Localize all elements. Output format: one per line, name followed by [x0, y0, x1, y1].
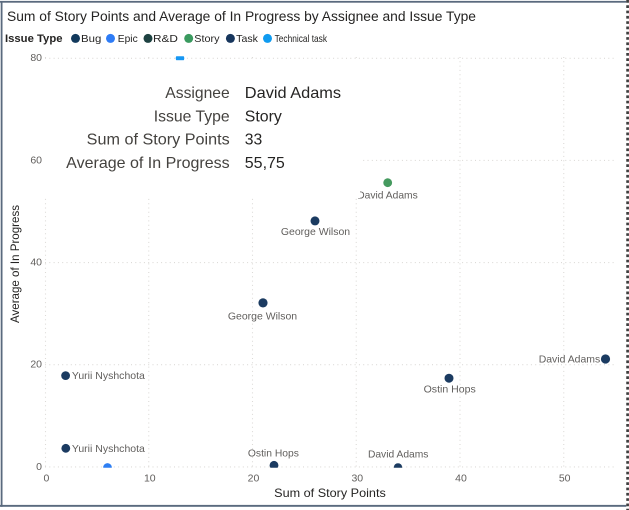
- svg-text:50: 50: [559, 472, 571, 484]
- svg-text:0: 0: [36, 461, 42, 473]
- svg-text:55,75: 55,75: [245, 155, 285, 172]
- svg-text:33: 33: [245, 132, 263, 149]
- svg-text:30: 30: [351, 472, 363, 484]
- svg-text:George Wilson: George Wilson: [281, 226, 350, 238]
- svg-text:40: 40: [455, 472, 467, 484]
- svg-text:Issue Type: Issue Type: [5, 33, 63, 45]
- svg-text:0: 0: [43, 472, 49, 484]
- svg-text:Yurii Nyshchota: Yurii Nyshchota: [72, 443, 145, 455]
- svg-text:60: 60: [30, 154, 42, 166]
- svg-text:Sum of Story Points and Averag: Sum of Story Points and Average of In Pr…: [7, 9, 476, 24]
- svg-text:David Adams: David Adams: [368, 448, 429, 460]
- svg-text:Yurii Nyshchota: Yurii Nyshchota: [72, 370, 145, 382]
- svg-text:David Adams: David Adams: [539, 354, 601, 366]
- svg-text:David Adams: David Adams: [245, 85, 341, 102]
- svg-text:Average of In Progress: Average of In Progress: [66, 155, 230, 172]
- svg-text:Technical task: Technical task: [275, 33, 328, 45]
- svg-text:Ostin Hops: Ostin Hops: [248, 448, 299, 460]
- svg-text:Story: Story: [194, 33, 220, 45]
- svg-text:20: 20: [248, 472, 260, 484]
- svg-text:20: 20: [30, 359, 42, 371]
- svg-text:George Wilson: George Wilson: [228, 310, 297, 322]
- svg-text:40: 40: [30, 257, 42, 269]
- svg-text:R&D: R&D: [153, 33, 178, 45]
- svg-text:Issue Type: Issue Type: [154, 108, 230, 125]
- svg-text:Story: Story: [245, 108, 282, 125]
- svg-text:Average of In Progress: Average of In Progress: [8, 205, 22, 323]
- svg-text:Sum of Story Points: Sum of Story Points: [274, 486, 386, 500]
- svg-text:Bug: Bug: [81, 33, 101, 45]
- svg-text:Sum of Story Points: Sum of Story Points: [87, 132, 230, 149]
- svg-text:Epic: Epic: [118, 33, 138, 45]
- svg-text:10: 10: [144, 472, 156, 484]
- svg-text:80: 80: [30, 52, 42, 64]
- svg-text:David Adams: David Adams: [357, 189, 418, 201]
- svg-text:Ostin Hops: Ostin Hops: [424, 383, 476, 395]
- svg-text:Task: Task: [236, 33, 258, 45]
- svg-text:Assignee: Assignee: [165, 85, 229, 102]
